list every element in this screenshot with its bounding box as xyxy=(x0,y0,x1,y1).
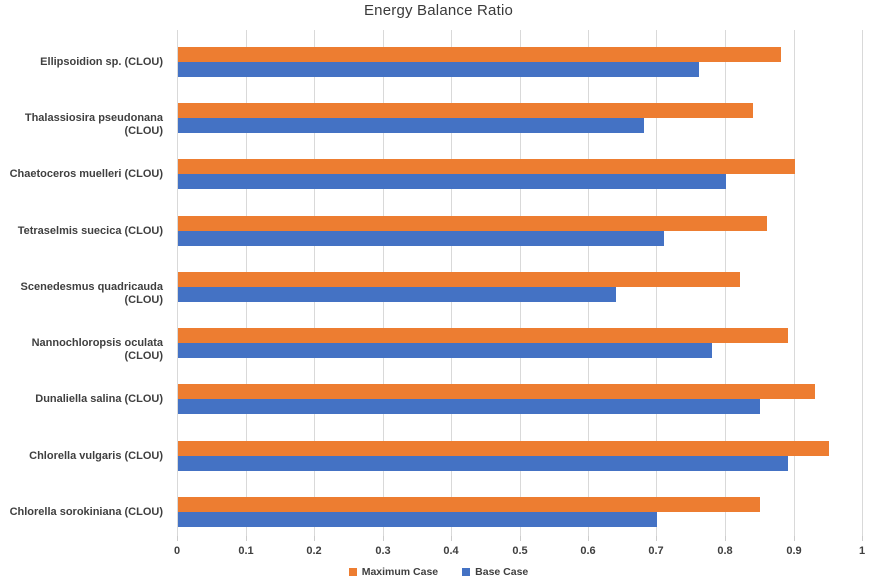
axis-tick xyxy=(314,536,315,541)
axis-tick xyxy=(588,536,589,541)
x-tick-label: 0.2 xyxy=(306,545,322,557)
legend-label: Maximum Case xyxy=(361,566,439,578)
legend-swatch-icon xyxy=(348,568,357,576)
category-label: Dunaliella salina (CLOU) xyxy=(35,393,163,405)
bar-maximum-case xyxy=(178,328,788,343)
legend-item-maximum-case: Maximum Case xyxy=(348,566,439,578)
axis-tick xyxy=(656,536,657,541)
axis-tick xyxy=(451,536,452,541)
bar-maximum-case xyxy=(178,272,740,287)
bar-base-case xyxy=(178,399,760,414)
bar-base-case xyxy=(178,174,726,189)
bar-base-case xyxy=(178,62,699,77)
bar-base-case xyxy=(178,118,644,133)
axis-tick xyxy=(177,536,178,541)
bar-base-case xyxy=(178,456,788,471)
x-tick-label: 0.7 xyxy=(648,545,664,557)
plot-area xyxy=(177,30,863,541)
bar-maximum-case xyxy=(178,47,781,62)
axis-tick xyxy=(794,536,795,541)
x-tick-label: 0 xyxy=(173,545,181,557)
category-label: Chlorella sorokiniana (CLOU) xyxy=(9,506,163,518)
bar-base-case xyxy=(178,512,657,527)
legend-item-base-case: Base Case xyxy=(462,566,528,578)
gridline xyxy=(177,30,178,536)
category-label: Nannochloropsis oculata (CLOU) xyxy=(31,337,163,362)
category-label: Ellipsoidion sp. (CLOU) xyxy=(40,56,163,68)
x-tick-label: 0.1 xyxy=(238,545,254,557)
bar-base-case xyxy=(178,231,664,246)
bar-maximum-case xyxy=(178,384,815,399)
x-tick-label: 1 xyxy=(858,545,866,557)
bar-maximum-case xyxy=(178,103,753,118)
axis-tick xyxy=(383,536,384,541)
axis-tick xyxy=(246,536,247,541)
axis-tick xyxy=(725,536,726,541)
x-tick-label: 0.5 xyxy=(512,545,528,557)
bar-base-case xyxy=(178,287,616,302)
x-tick-label: 0.8 xyxy=(717,545,733,557)
x-tick-label: 0.3 xyxy=(375,545,391,557)
legend-swatch-icon xyxy=(462,568,471,576)
category-label: Chlorella vulgaris (CLOU) xyxy=(29,450,163,462)
category-label: Thalassiosira pseudonana (CLOU) xyxy=(24,112,163,137)
x-tick-label: 0.6 xyxy=(580,545,596,557)
category-label: Scenedesmus quadricauda (CLOU) xyxy=(20,281,163,306)
bar-maximum-case xyxy=(178,497,760,512)
bar-maximum-case xyxy=(178,159,795,174)
gridline xyxy=(862,30,863,536)
category-label: Tetraselmis suecica (CLOU) xyxy=(17,225,163,237)
x-tick-label: 0.9 xyxy=(786,545,802,557)
bar-base-case xyxy=(178,343,712,358)
bar-maximum-case xyxy=(178,441,829,456)
chart-title: Energy Balance Ratio xyxy=(363,2,514,19)
legend-label: Base Case xyxy=(475,566,529,578)
category-label: Chaetoceros muelleri (CLOU) xyxy=(9,168,163,180)
legend: Maximum Case Base Case xyxy=(0,566,877,578)
bar-maximum-case xyxy=(178,216,767,231)
axis-tick xyxy=(862,536,863,541)
x-tick-label: 0.4 xyxy=(443,545,459,557)
gridline xyxy=(794,30,795,536)
axis-tick xyxy=(520,536,521,541)
